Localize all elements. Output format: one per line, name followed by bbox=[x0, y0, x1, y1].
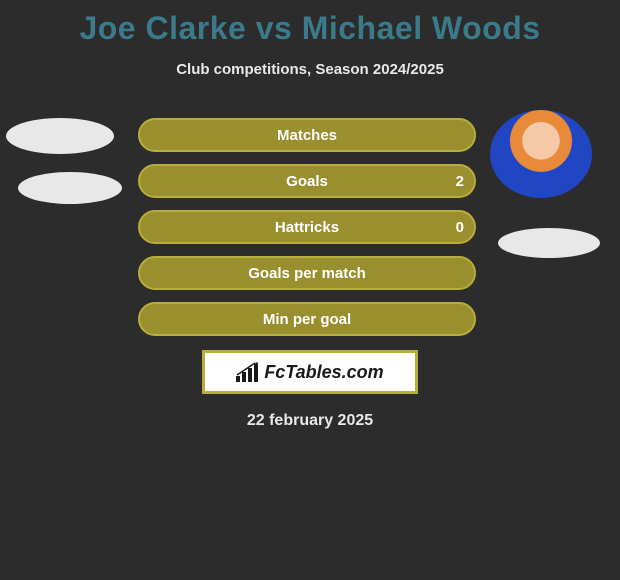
page-title: Joe Clarke vs Michael Woods bbox=[0, 0, 620, 47]
page-subtitle: Club competitions, Season 2024/2025 bbox=[0, 61, 620, 78]
bar-row-goals: Goals 2 bbox=[0, 164, 620, 198]
bar-row-hattricks: Hattricks 0 bbox=[0, 210, 620, 244]
bar-row-goals-per-match: Goals per match bbox=[0, 256, 620, 290]
bar-label: Matches bbox=[277, 127, 337, 144]
bar-row-matches: Matches bbox=[0, 118, 620, 152]
bar-right-value: 2 bbox=[456, 173, 464, 190]
bar-row-min-per-goal: Min per goal bbox=[0, 302, 620, 336]
bar-label: Goals per match bbox=[248, 265, 366, 282]
bar-matches: Matches bbox=[138, 118, 476, 152]
bar-label: Hattricks bbox=[275, 219, 339, 236]
bar-label: Min per goal bbox=[263, 311, 351, 328]
bar-goals: Goals 2 bbox=[138, 164, 476, 198]
comparison-bars: Matches Goals 2 Hattricks 0 Goals per ma… bbox=[0, 118, 620, 336]
bars-icon bbox=[236, 362, 258, 382]
bar-label: Goals bbox=[286, 173, 328, 190]
bar-min-per-goal: Min per goal bbox=[138, 302, 476, 336]
logo-box: FcTables.com bbox=[202, 350, 418, 394]
logo-text: FcTables.com bbox=[264, 362, 383, 383]
bar-goals-per-match: Goals per match bbox=[138, 256, 476, 290]
bar-hattricks: Hattricks 0 bbox=[138, 210, 476, 244]
bar-right-value: 0 bbox=[456, 219, 464, 236]
date-line: 22 february 2025 bbox=[0, 412, 620, 430]
